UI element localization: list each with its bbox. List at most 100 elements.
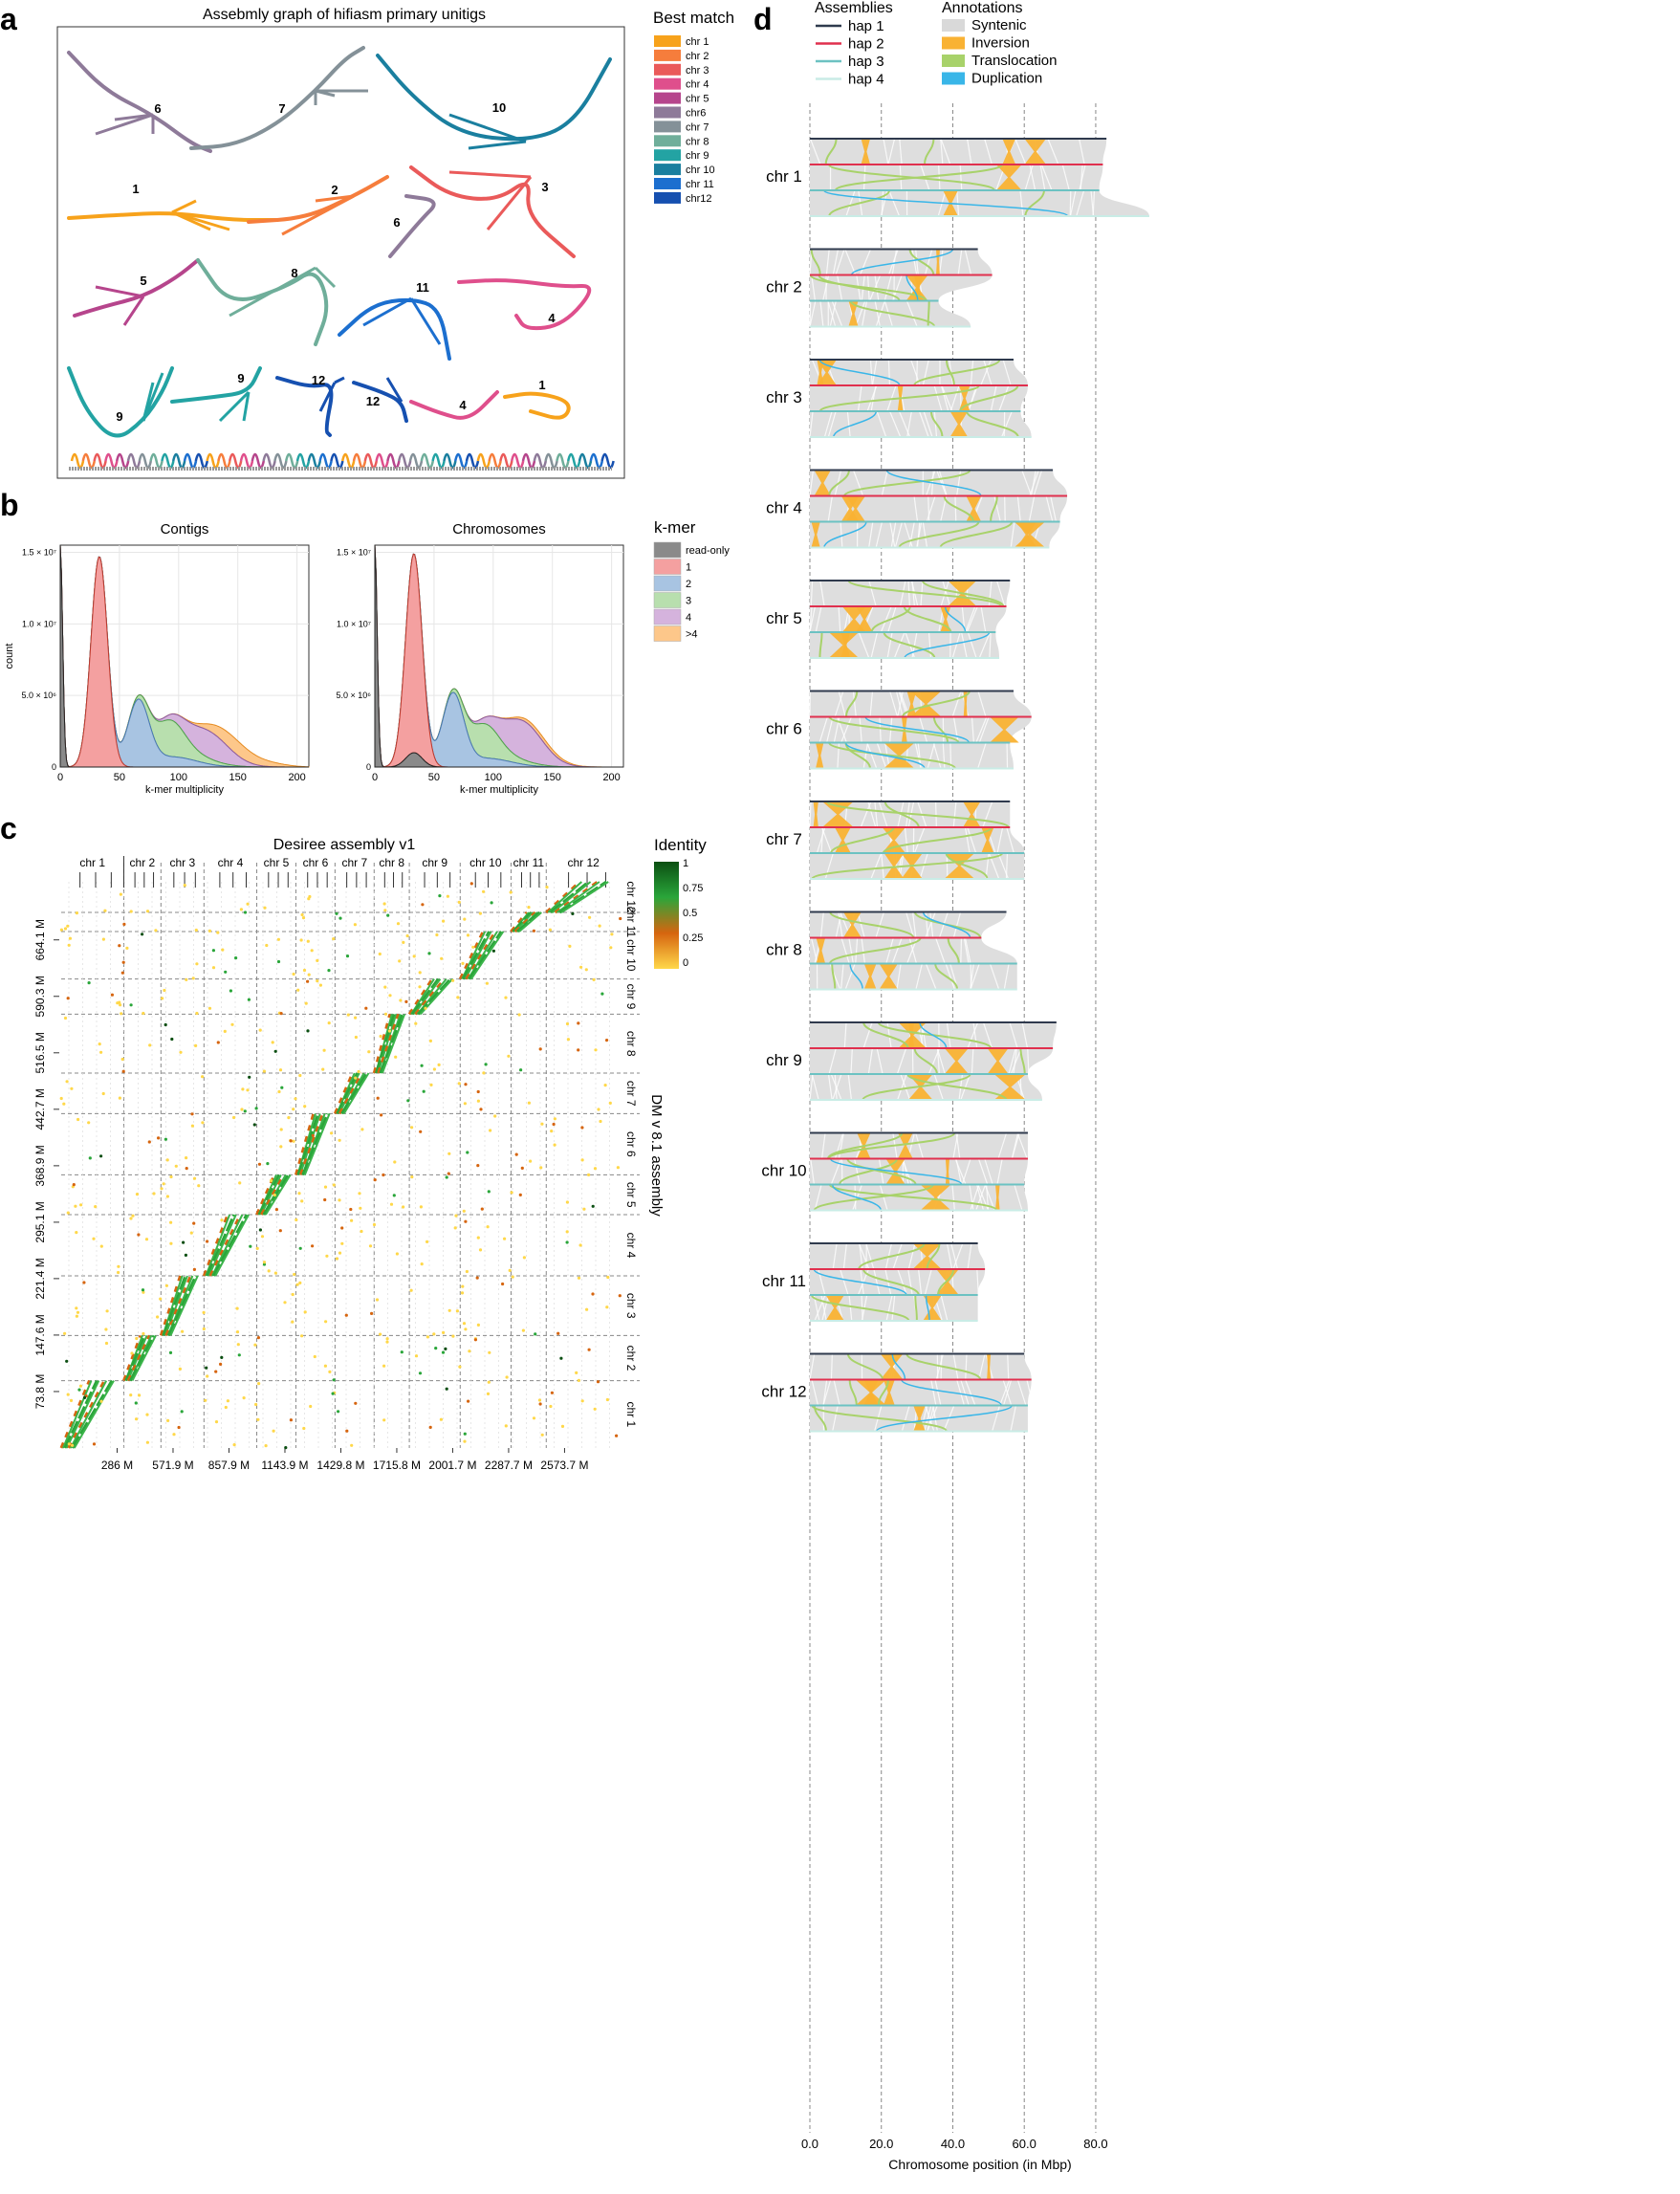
- graph-branch-3-2: [448, 113, 527, 143]
- graph-branch-10-1: [362, 296, 412, 327]
- translocation-5-2-1: [883, 631, 936, 659]
- scatter-dot-476: [224, 1405, 228, 1410]
- scatter-dot-372: [508, 1268, 512, 1272]
- translocation-10-2-1: [813, 1183, 934, 1212]
- small-unitig-13: [206, 452, 220, 470]
- translocation-7-0-0: [884, 801, 920, 828]
- scatter-dot-302: [485, 981, 489, 985]
- scatter-dot-161: [302, 1426, 306, 1431]
- annotation-swatch-2: [942, 36, 965, 50]
- scatter-dot-403: [182, 1240, 185, 1244]
- scatter-dot-347: [148, 1043, 152, 1047]
- alignment-streak-5-1: [257, 1174, 281, 1216]
- scatter-dot-193: [457, 1082, 461, 1086]
- alignment-streak-b-5-3: [265, 1174, 292, 1216]
- duplication-4-2: [823, 521, 867, 548]
- synteny-line-4-0-0: [1033, 470, 1043, 496]
- alignment-streak-9-3: [417, 977, 452, 1016]
- scatter-dot-20: [379, 1034, 382, 1039]
- scatter-dot-199: [559, 1356, 563, 1360]
- alignment-streak-5-2: [260, 1174, 286, 1216]
- identity-legend-label-0: 1: [683, 858, 688, 869]
- scatter-dot-323: [486, 1225, 490, 1229]
- identity-legend-label-1: 0.75: [683, 883, 703, 894]
- scatter-dot-465: [66, 924, 70, 928]
- synteny-line-11-0-13: [907, 1242, 916, 1270]
- scatter-dot-330: [425, 1240, 429, 1243]
- scatter-dot-430: [273, 1271, 277, 1275]
- graph-component-13: [170, 366, 262, 404]
- scatter-dot-236: [409, 1288, 413, 1292]
- synteny-line-2-0-1: [835, 249, 845, 275]
- scatter-dot-153: [387, 1029, 391, 1033]
- scatter-dot-498: [157, 1136, 161, 1140]
- synteny-line-6-0-12: [977, 691, 987, 717]
- synteny-line-11-1-2: [907, 1268, 913, 1296]
- scatter-dot-345: [265, 943, 269, 948]
- small-unitig-42: [533, 452, 548, 470]
- scatter-dot-397: [399, 998, 403, 1002]
- scatter-dot-121: [76, 1310, 80, 1314]
- small-unitig-48: [600, 452, 615, 470]
- synteny-line-8-1-8: [963, 937, 970, 964]
- scatter-dot-242: [605, 1397, 610, 1402]
- synteny-line-2-2-5: [874, 300, 881, 327]
- x-chr-label-6: chr 6: [303, 856, 329, 869]
- duplication-11-1: [813, 1268, 907, 1296]
- synteny-line-10-1-9: [810, 1158, 816, 1185]
- small-unitig-7: [138, 452, 153, 470]
- scatter-dot-310: [518, 1193, 522, 1196]
- scatter-dot-194: [135, 1193, 140, 1196]
- translocation-12-2-1: [811, 1404, 948, 1433]
- synteny-xtick-2: 40.0: [941, 2137, 965, 2151]
- scatter-dot-109: [63, 927, 68, 931]
- synteny-line-7-0-7: [878, 801, 888, 828]
- scatter-dot-451: [487, 1190, 491, 1194]
- translocation-12-1-1: [877, 1379, 889, 1406]
- scatter-dot-491: [444, 1347, 447, 1350]
- synteny-chr-label-11: chr 11: [762, 1272, 806, 1290]
- alignment-streak-b-3-1: [164, 1275, 188, 1336]
- synteny-line-5-1-1: [966, 605, 978, 633]
- dot-xtick-1: 571.9 M: [152, 1459, 193, 1472]
- translocation-6-0-0: [844, 691, 859, 717]
- synteny-line-9-1-1: [1010, 1047, 1022, 1075]
- inversion-7-2-1: [884, 853, 905, 879]
- scatter-dot-76: [603, 1084, 607, 1087]
- scatter-dot-245: [367, 1050, 371, 1054]
- scatter-dot-296: [63, 1016, 68, 1020]
- synteny-line-3-1-11: [870, 384, 877, 412]
- x-chr-label-1: chr 1: [79, 856, 105, 869]
- translocation-3-0-0: [945, 359, 955, 386]
- scatter-dot-216: [316, 958, 319, 963]
- identity-colorbar: [654, 862, 679, 969]
- scatter-dot-246: [202, 1310, 206, 1314]
- scatter-dot-213: [98, 1042, 101, 1046]
- alignment-streak-8-3: [379, 1013, 404, 1074]
- scatter-dot-244: [556, 1331, 560, 1335]
- scatter-dot-279: [538, 1402, 542, 1406]
- graph-component-3: [376, 54, 612, 142]
- scatter-dot-418: [101, 937, 105, 941]
- kmer-ytick-2-2: 1.0 × 10⁷: [337, 619, 371, 628]
- kmer-legend-swatch-0: [653, 541, 682, 559]
- graph-frame: [56, 26, 625, 479]
- scatter-dot-98: [462, 1322, 467, 1326]
- kmer-legend-label-4: 4: [686, 612, 691, 624]
- scatter-dot-108: [159, 1297, 163, 1301]
- alignment-streak-b-4-2: [211, 1214, 244, 1277]
- scatter-dot-251: [82, 1395, 87, 1399]
- scatter-dot-157: [519, 1068, 523, 1072]
- scatter-dot-455: [125, 946, 129, 951]
- scatter-dot-53: [476, 1099, 480, 1103]
- scatter-dot-422: [376, 1096, 380, 1100]
- inversion-4-0-0: [814, 470, 831, 496]
- scatter-dot-220: [243, 911, 248, 914]
- scatter-dot-26: [262, 1262, 267, 1266]
- alignment-streak-b-6-1: [298, 1113, 321, 1175]
- scatter-dot-306: [615, 1434, 619, 1437]
- scatter-dot-359: [295, 1218, 298, 1222]
- scatter-dot-440: [287, 1116, 291, 1120]
- synteny-line-8-2-13: [945, 963, 956, 990]
- scatter-dot-234: [451, 1334, 455, 1338]
